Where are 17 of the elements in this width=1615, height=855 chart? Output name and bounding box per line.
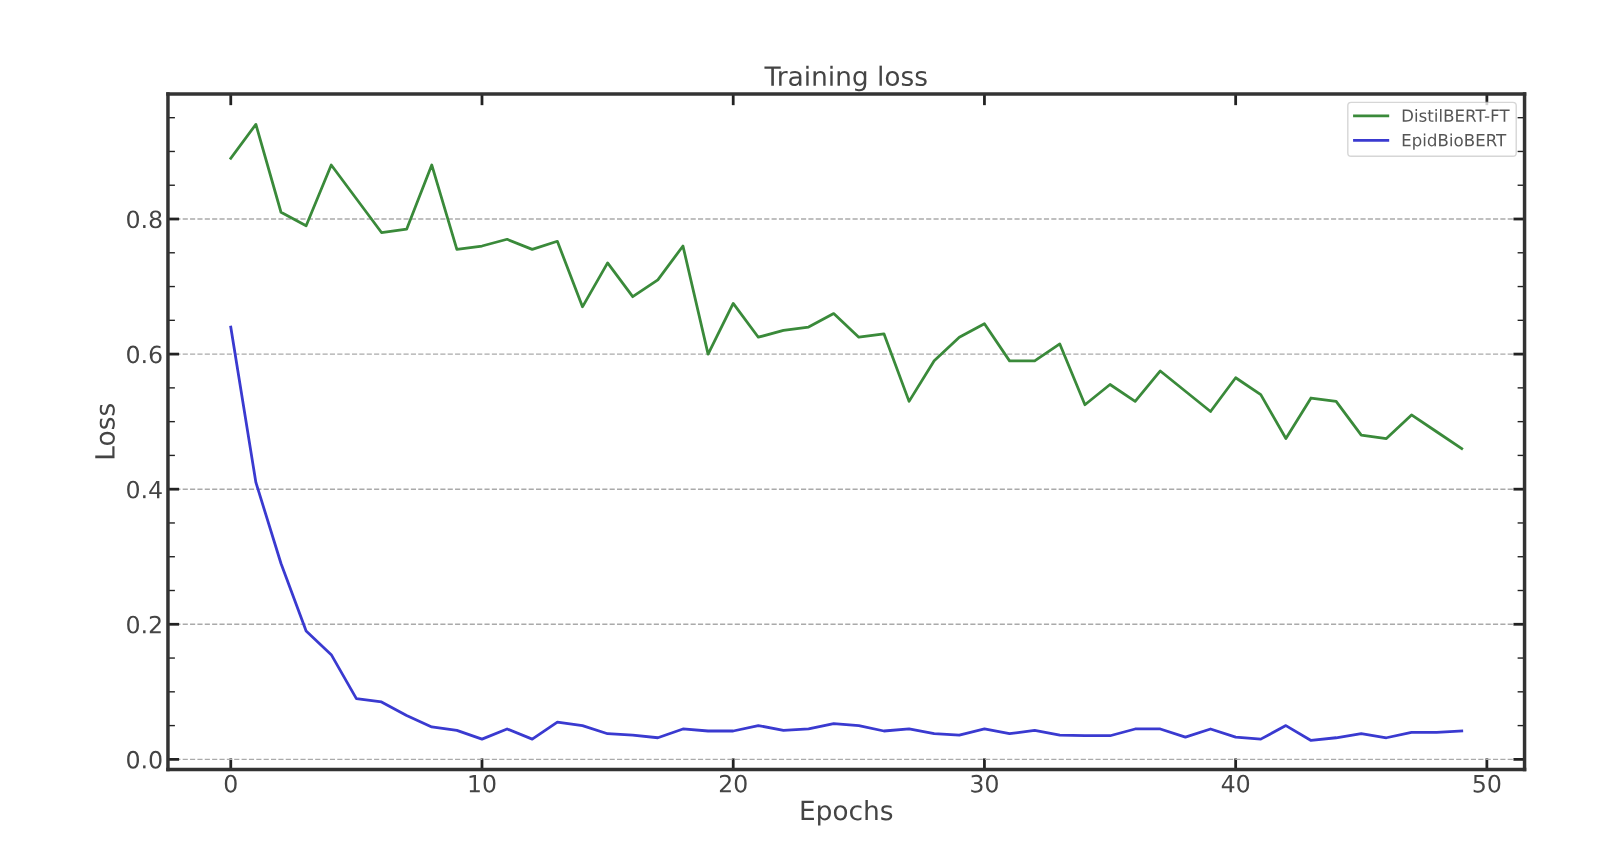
- y-tick-label: 0.8: [127, 210, 162, 229]
- x-axis-title: Epochs: [801, 799, 893, 826]
- y-tick-label: 0.2: [127, 615, 161, 634]
- x-tick-label: 50: [1473, 774, 1501, 793]
- x-tick-label: 40: [1221, 774, 1250, 793]
- x-tick-label: 0: [224, 774, 237, 793]
- legend-label: DistilBERT-FT: [1402, 109, 1510, 122]
- chart-title: Training loss: [764, 65, 927, 92]
- y-axis-title: Loss: [95, 404, 115, 459]
- x-tick-label: 30: [971, 774, 998, 793]
- y-tick-label: 0.4: [127, 480, 162, 499]
- y-tick-label: 0.0: [127, 750, 162, 769]
- x-tick-label: 10: [469, 774, 496, 793]
- x-tick-label: 20: [719, 774, 747, 793]
- legend-label: EpidBioBERT: [1402, 133, 1507, 150]
- y-tick-label: 0.6: [127, 345, 162, 364]
- line-series: [229, 325, 1464, 742]
